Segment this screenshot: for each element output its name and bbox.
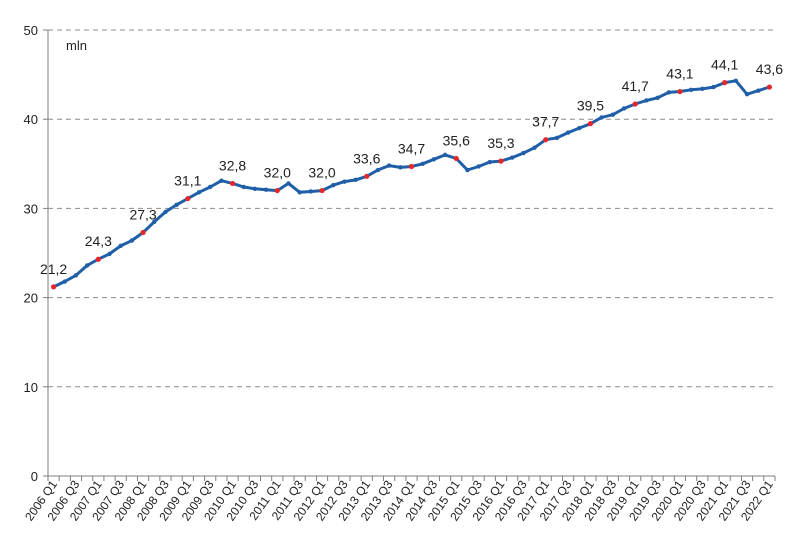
q1-data-point: [677, 88, 683, 95]
data-point: [297, 190, 302, 195]
q1-data-point: [408, 163, 415, 170]
q1-data-point: [274, 187, 280, 194]
q1-data-point: [50, 284, 57, 290]
data-point: [207, 184, 213, 190]
q1-data-point: [364, 173, 370, 179]
data-point: [554, 135, 560, 141]
data-point: [308, 189, 314, 194]
data-label: 34,7: [398, 140, 425, 156]
data-point: [219, 178, 224, 183]
data-point: [666, 90, 671, 95]
data-label: 39,5: [577, 98, 604, 114]
y-tick-label: 30: [24, 201, 38, 216]
y-tick-label: 50: [24, 23, 38, 38]
data-point: [733, 78, 739, 84]
data-label: 31,1: [174, 173, 201, 189]
data-point: [711, 84, 716, 90]
data-point: [577, 125, 582, 131]
data-point: [118, 243, 123, 249]
series-line: [52, 79, 770, 289]
data-label: 44,1: [711, 57, 738, 73]
y-axis-ticks: 0 10 20 30 40 50: [24, 23, 48, 484]
q1-data-point: [543, 137, 549, 143]
q1-data-point: [140, 229, 146, 236]
data-point: [286, 181, 291, 186]
data-point: [163, 209, 168, 215]
data-point: [744, 92, 750, 97]
q1-data-point: [498, 158, 504, 164]
data-point: [342, 179, 347, 184]
data-point: [644, 98, 649, 103]
q1-data-point: [185, 195, 191, 202]
data-point: [398, 165, 403, 170]
q1-data-point: [95, 256, 101, 262]
data-label: 35,3: [487, 135, 514, 151]
data-point: [688, 87, 694, 92]
unit-label: mln: [66, 38, 87, 53]
data-label: 32,0: [308, 165, 335, 181]
q1-data-point: [319, 187, 325, 194]
data-point: [599, 115, 604, 120]
data-point: [196, 190, 202, 195]
data-label: 43,6: [756, 61, 783, 77]
data-points: [50, 78, 773, 290]
data-label: 33,6: [353, 150, 380, 166]
data-point: [465, 167, 470, 173]
data-label: 43,1: [666, 66, 693, 82]
data-point: [331, 183, 336, 188]
data-point: [353, 177, 358, 183]
data-point: [700, 86, 705, 92]
data-point: [420, 161, 425, 166]
data-point: [532, 145, 537, 150]
data-label: 37,7: [532, 114, 559, 130]
data-point: [129, 238, 135, 243]
data-point: [756, 88, 761, 93]
data-label: 32,8: [219, 157, 246, 173]
data-point: [565, 130, 571, 135]
data-point: [487, 159, 492, 165]
data-point: [655, 95, 660, 100]
q1-data-point: [453, 155, 459, 162]
q1-data-point: [229, 180, 236, 187]
data-label: 27,3: [129, 206, 156, 222]
q1-data-point: [632, 101, 638, 107]
q1-data-point: [587, 121, 594, 127]
y-tick-label: 20: [24, 291, 38, 306]
data-label: 35,6: [443, 132, 470, 148]
data-point: [375, 167, 381, 173]
q1-data-point: [766, 84, 773, 90]
data-point: [476, 164, 481, 169]
data-point: [509, 155, 515, 160]
y-tick-label: 40: [24, 112, 38, 127]
data-point: [174, 202, 179, 208]
data-point: [610, 112, 616, 117]
data-label: 32,0: [264, 165, 291, 181]
q1-data-point: [722, 80, 728, 86]
data-point: [62, 279, 67, 284]
data-point: [252, 186, 258, 191]
data-point: [431, 157, 437, 162]
data-point: [263, 187, 269, 192]
data-point: [521, 150, 526, 156]
data-label: 24,3: [85, 233, 112, 249]
y-tick-label: 10: [24, 380, 38, 395]
y-tick-label: 0: [31, 469, 38, 484]
data-point: [442, 152, 448, 158]
data-labels: 21,2 24,3 27,3 31,1 32,8 32,0 32,0 33,6 34,7 35,6…: [40, 57, 783, 277]
data-point: [386, 163, 392, 168]
grid-lines: [48, 29, 775, 388]
data-label: 41,7: [622, 78, 649, 94]
data-point: [152, 219, 157, 224]
data-point: [84, 263, 90, 268]
data-label: 21,2: [40, 261, 67, 277]
data-point: [107, 251, 112, 257]
data-point: [73, 273, 79, 278]
data-point: [621, 106, 627, 111]
data-point: [241, 184, 246, 190]
